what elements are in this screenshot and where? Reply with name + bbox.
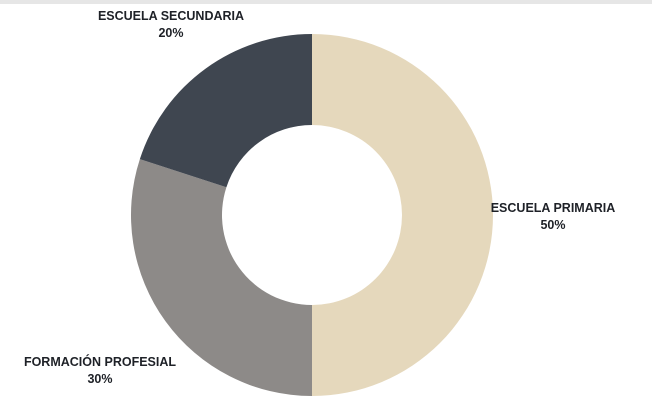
slice-escuela-primaria	[312, 34, 493, 396]
slice-formaci-n-profesial	[131, 159, 312, 396]
slices-group	[131, 34, 493, 396]
slice-value-label: 30%	[87, 372, 112, 386]
slice-label: FORMACIÓN PROFESIAL	[24, 354, 176, 369]
labels-group: ESCUELA PRIMARIA 50% FORMACIÓN PROFESIAL 30…	[24, 9, 615, 386]
slice-escuela-secundaria	[139, 34, 312, 188]
top-border	[0, 0, 652, 4]
slice-label: ESCUELA SECUNDARIA	[98, 9, 244, 23]
slice-label: ESCUELA PRIMARIA	[491, 201, 616, 215]
slice-value-label: 20%	[158, 26, 183, 40]
slice-value-label: 50%	[540, 218, 565, 232]
